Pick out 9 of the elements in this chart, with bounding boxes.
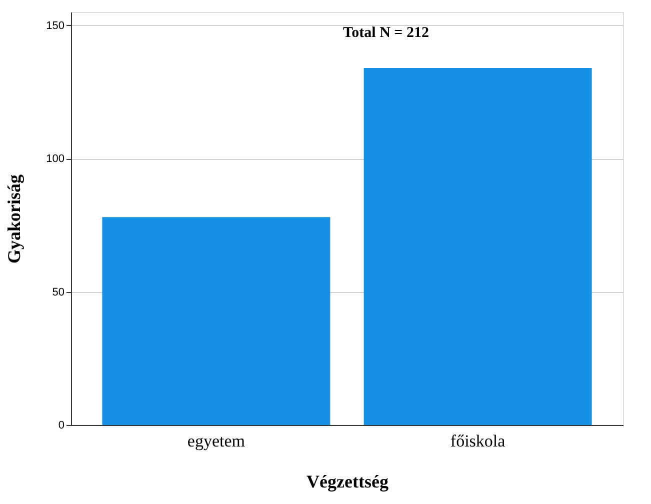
x-tick-label: főiskola (450, 432, 506, 450)
x-tick-label: egyetem (187, 432, 245, 450)
y-tick-label: 0 (58, 420, 64, 432)
y-tick-label: 150 (46, 20, 64, 32)
x-axis-title: Végzettség (306, 472, 388, 492)
y-axis-title: Gyakoriság (4, 174, 24, 264)
annotation: Total N = 212 (343, 25, 429, 41)
y-tick-label: 50 (52, 286, 64, 298)
y-tick-label: 100 (46, 153, 64, 166)
